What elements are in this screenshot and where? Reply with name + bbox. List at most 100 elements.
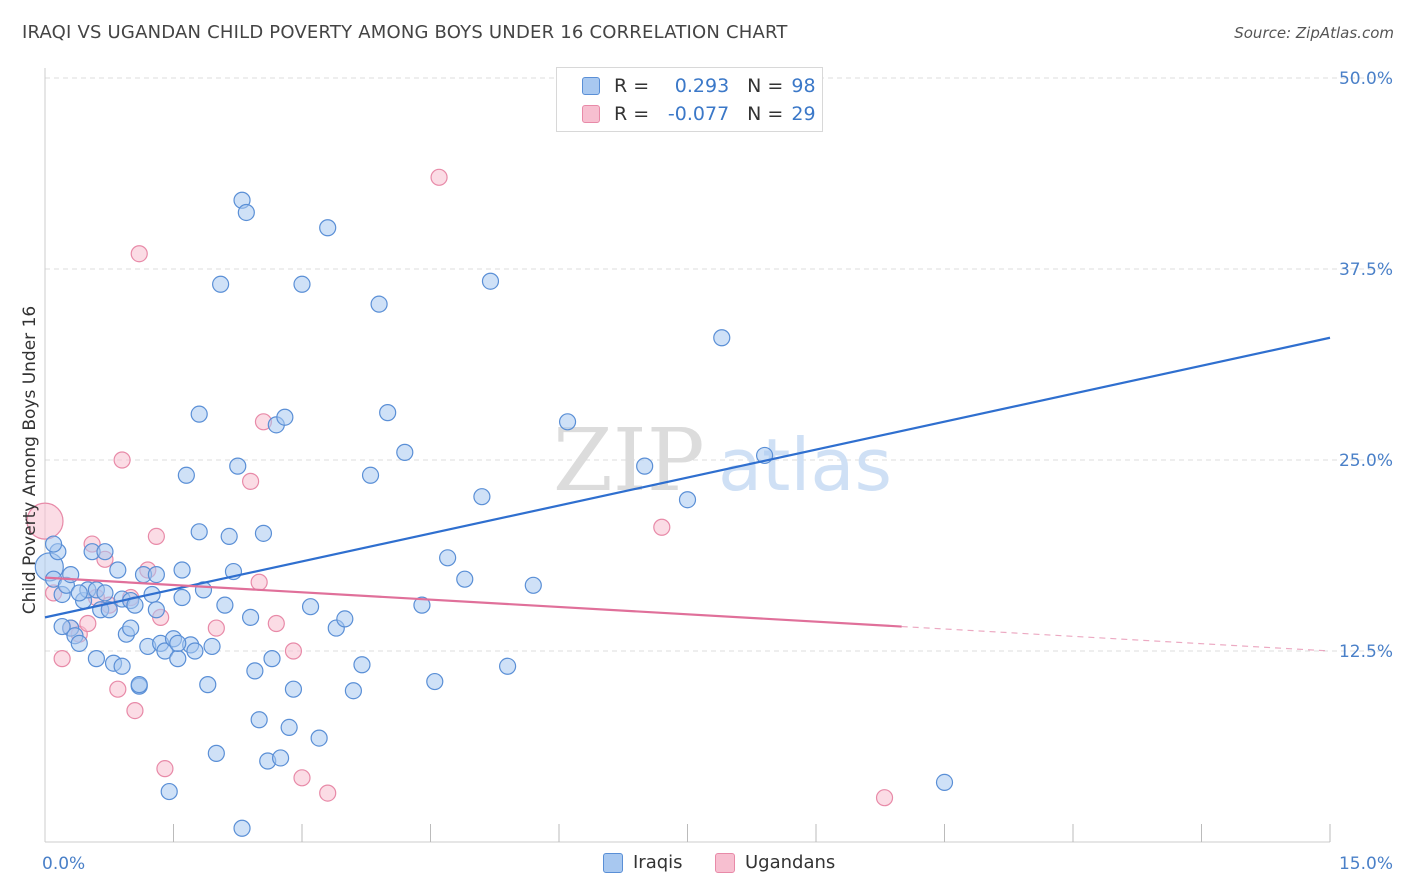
iraqis-point[interactable]: [481, 272, 500, 290]
iraqis-point[interactable]: [379, 404, 397, 422]
ugandans-point[interactable]: [250, 573, 268, 591]
iraqis-point[interactable]: [361, 466, 380, 484]
trend-lines: [44, 336, 1331, 652]
iraqis-point[interactable]: [169, 650, 187, 668]
iraqis-point[interactable]: [254, 524, 273, 542]
iraqis-point[interactable]: [109, 561, 127, 579]
watermark-zip: ZIP: [553, 411, 705, 511]
iraqis-point[interactable]: [271, 749, 290, 767]
iraqis-point[interactable]: [310, 729, 328, 747]
x-tick-label: 15.0%: [1339, 854, 1393, 874]
iraqis-point[interactable]: [169, 634, 187, 652]
iraqis-point[interactable]: [199, 676, 217, 694]
iraqis-point[interactable]: [319, 219, 337, 237]
iraqis-point[interactable]: [336, 610, 354, 628]
iraqis-point[interactable]: [344, 682, 362, 700]
iraqis-point[interactable]: [280, 718, 298, 737]
iraqis-point[interactable]: [70, 634, 88, 652]
ugandans-point[interactable]: [875, 789, 894, 807]
iraqis-point[interactable]: [122, 619, 140, 637]
iraqis-point[interactable]: [229, 457, 247, 475]
ugandans-point[interactable]: [242, 472, 260, 490]
ugandans-point[interactable]: [267, 614, 285, 633]
iraqis-point[interactable]: [70, 584, 88, 602]
ugandans-point[interactable]: [147, 527, 165, 546]
ugandans-point[interactable]: [53, 650, 71, 668]
iraqis-point[interactable]: [713, 329, 731, 347]
iraqis-point[interactable]: [220, 527, 238, 546]
iraqis-point[interactable]: [558, 413, 577, 431]
iraqis-point[interactable]: [96, 543, 114, 561]
y-tick-label: 50.0%: [1339, 69, 1393, 89]
iraqis-point[interactable]: [216, 596, 234, 614]
tick-labels: 12.5% 25.0% 37.5% 50.0% 0.0% 15.0%: [42, 69, 1393, 874]
iraqis-point[interactable]: [284, 680, 303, 698]
iraqis-point[interactable]: [147, 565, 165, 584]
iraqis-point[interactable]: [130, 676, 148, 694]
ugandans-point[interactable]: [113, 451, 131, 469]
iraqis-point[interactable]: [190, 523, 208, 541]
iraqis-point[interactable]: [396, 443, 414, 461]
iraqis-point[interactable]: [100, 601, 118, 619]
iraqis-point[interactable]: [301, 598, 320, 616]
ugandans-legend-label: Ugandans: [745, 852, 836, 873]
iraqis-trend-line: [44, 336, 1331, 619]
iraqis-point[interactable]: [456, 570, 474, 588]
iraqis-points: [34, 191, 954, 837]
iraqis-point[interactable]: [177, 466, 195, 484]
iraqis-point[interactable]: [293, 275, 311, 293]
iraqis-point[interactable]: [212, 275, 230, 293]
iraqis-point[interactable]: [439, 549, 457, 567]
iraqis-point[interactable]: [186, 642, 204, 660]
iraqis-point[interactable]: [473, 488, 491, 506]
iraqis-point[interactable]: [413, 596, 431, 614]
iraqis-point[interactable]: [242, 608, 260, 626]
ugandans-point[interactable]: [130, 245, 148, 263]
ugandans-point[interactable]: [79, 614, 97, 633]
ugandans-point[interactable]: [284, 642, 303, 660]
iraqis-point[interactable]: [678, 491, 697, 509]
iraqis-point[interactable]: [636, 457, 654, 475]
iraqis-point[interactable]: [524, 576, 542, 594]
ugandans-point[interactable]: [430, 168, 448, 186]
ugandans-point[interactable]: [319, 784, 337, 802]
iraqis-point[interactable]: [96, 584, 114, 602]
ugandans-trend-extension: [901, 625, 1331, 652]
iraqis-point[interactable]: [370, 295, 388, 313]
legend-r-value: 0.293: [674, 75, 730, 97]
ugandans-point[interactable]: [109, 680, 127, 698]
iraqis-point[interactable]: [207, 744, 225, 762]
iraqis-point[interactable]: [160, 782, 178, 801]
correlation-legend: R = 0.293 N = 98 R = -0.077 N = 29: [556, 67, 823, 132]
iraqis-point[interactable]: [250, 711, 268, 729]
iraqis-point[interactable]: [173, 588, 191, 607]
iraqis-point[interactable]: [44, 535, 63, 553]
ugandans-point[interactable]: [26, 502, 64, 540]
ugandans-point[interactable]: [293, 769, 311, 787]
iraqis-point[interactable]: [353, 656, 371, 674]
iraqis-point[interactable]: [203, 637, 221, 656]
iraqis-point[interactable]: [935, 773, 954, 792]
iraqis-point[interactable]: [113, 657, 131, 675]
ugandans-point[interactable]: [126, 701, 144, 720]
iraqis-point[interactable]: [190, 405, 208, 423]
legend-item-ugandans[interactable]: Ugandans: [715, 852, 835, 873]
iraqis-point[interactable]: [156, 642, 174, 660]
iraqis-point[interactable]: [173, 561, 191, 579]
iraqis-point[interactable]: [276, 408, 294, 426]
ugandans-point[interactable]: [156, 760, 174, 778]
iraqis-point[interactable]: [263, 650, 281, 668]
iraqis-point[interactable]: [147, 601, 165, 619]
iraqis-point[interactable]: [426, 672, 444, 691]
ugandans-point[interactable]: [653, 518, 671, 536]
iraqis-point[interactable]: [499, 657, 517, 675]
ugandans-point[interactable]: [207, 619, 225, 637]
iraqis-point[interactable]: [53, 617, 71, 636]
iraqis-point[interactable]: [246, 662, 264, 680]
legend-item-iraqis[interactable]: Iraqis: [603, 852, 683, 873]
legend-row-ugandans: R = -0.077 N = 29: [582, 101, 816, 127]
iraqis-point[interactable]: [237, 203, 255, 222]
legend-n-label: N =: [747, 103, 784, 125]
iraqis-point[interactable]: [233, 819, 251, 837]
iraqis-point[interactable]: [87, 650, 106, 668]
